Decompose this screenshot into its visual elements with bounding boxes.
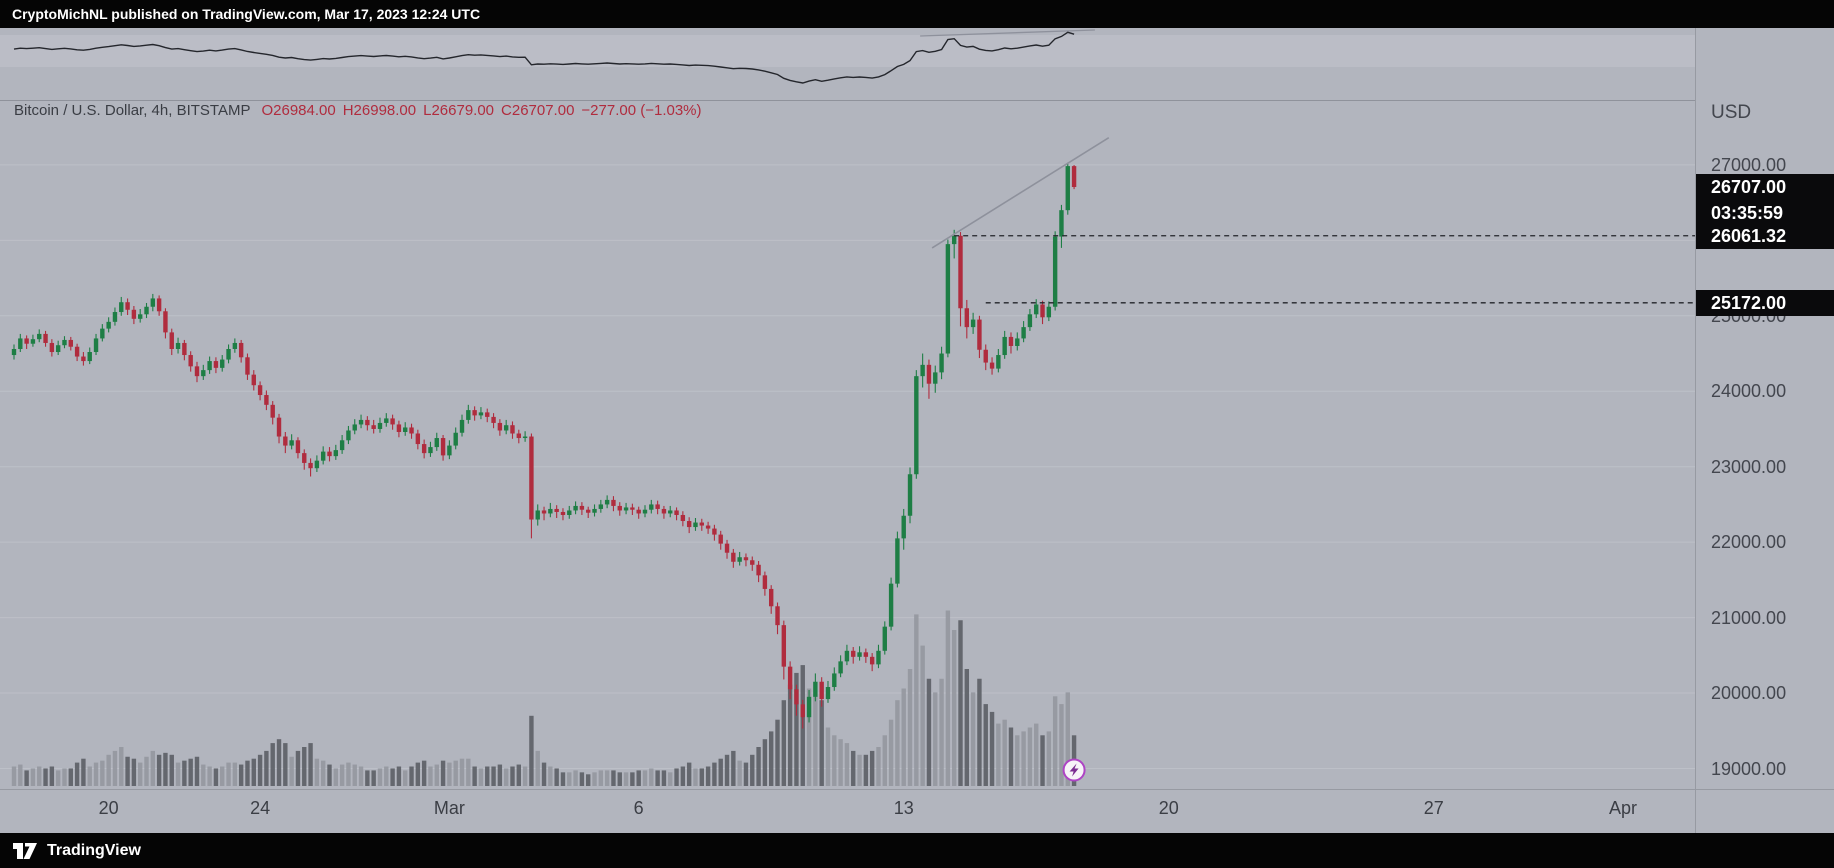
trendline <box>920 29 1095 37</box>
overview-line <box>13 31 1075 84</box>
level-price-label: 26061.32 <box>1696 222 1834 249</box>
legend-low: L26679.00 <box>423 102 495 119</box>
lightning-bolt-icon <box>1069 763 1079 777</box>
price-scale-currency: USD <box>1711 102 1752 123</box>
time-scale-label: 13 <box>893 798 914 818</box>
time-scale-label: 24 <box>250 798 271 818</box>
price-scale-label: 20000.00 <box>1711 683 1787 704</box>
legend-change: −277.00 (−1.03%) <box>581 102 702 119</box>
price-scale-label: 21000.00 <box>1711 607 1787 628</box>
tradingview-brand-label[interactable]: TradingView <box>47 841 141 859</box>
time-scale[interactable]: 20 24 Mar 6 13 20 27 Apr <box>0 789 1834 833</box>
time-scale-label: Apr <box>1609 798 1638 818</box>
price-scale-label: 23000.00 <box>1711 456 1787 477</box>
bottom-brand-bar: TradingView <box>0 833 1834 868</box>
overview-band <box>0 35 1695 67</box>
time-scale-label: 20 <box>98 798 119 818</box>
current-price-label: 26707.00 <box>1711 177 1787 197</box>
legend-high: H26998.00 <box>342 102 417 119</box>
time-scale-label: Mar <box>433 798 465 818</box>
chart-legend: Bitcoin / U.S. Dollar, 4h, BITSTAMP O2698… <box>14 102 702 119</box>
current-price-box: 26707.00 03:35:59 <box>1696 174 1834 226</box>
legend-close: C26707.00 <box>501 102 575 119</box>
trendline <box>931 137 1110 249</box>
attribution-bar: CryptoMichNL published on TradingView.co… <box>0 0 1834 28</box>
price-scale-label: 24000.00 <box>1711 381 1787 402</box>
pane-separator[interactable] <box>0 100 1696 101</box>
price-scale-label: 19000.00 <box>1711 758 1787 779</box>
price-scale-label: 22000.00 <box>1711 532 1787 553</box>
time-scale-label: 27 <box>1423 798 1444 818</box>
attribution-text: CryptoMichNL published on TradingView.co… <box>12 6 481 22</box>
price-scale[interactable]: USD 26707.00 03:35:59 27000.0026000.0025… <box>1695 0 1834 833</box>
legend-open: O26984.00 <box>261 102 336 119</box>
level-price-label: 25172.00 <box>1696 289 1834 316</box>
price-scale-label: 27000.00 <box>1711 154 1787 175</box>
time-scale-label: 20 <box>1158 798 1179 818</box>
tradingview-logo-icon[interactable] <box>12 840 38 862</box>
time-scale-label: 6 <box>633 798 644 818</box>
legend-symbol[interactable]: Bitcoin / U.S. Dollar, 4h, BITSTAMP <box>14 102 251 119</box>
bar-countdown-label: 03:35:59 <box>1711 203 1784 223</box>
